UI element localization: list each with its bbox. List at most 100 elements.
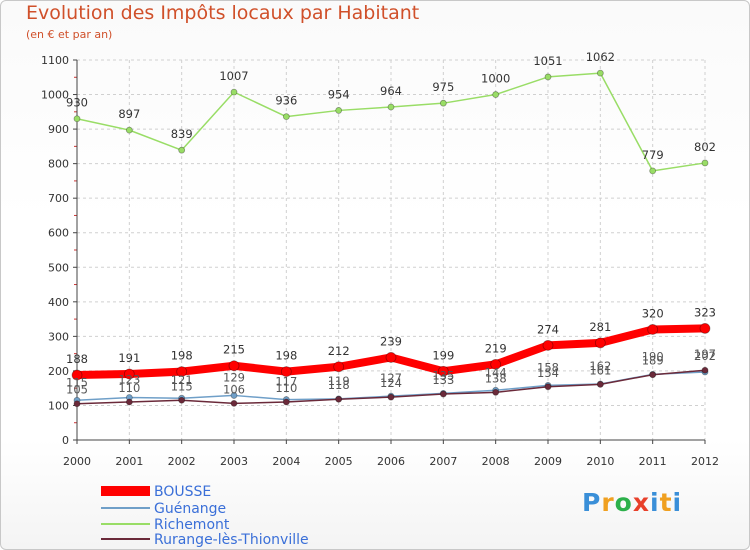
- logo-letter: i: [672, 488, 683, 517]
- data-label: 215: [223, 343, 245, 357]
- data-label: 964: [380, 84, 402, 98]
- data-label: 117: [275, 375, 297, 389]
- data-point: [333, 361, 345, 373]
- data-point: [71, 369, 83, 381]
- x-tick-label: 2003: [220, 455, 248, 468]
- data-label: 198: [275, 349, 297, 363]
- y-tick-label: 400: [48, 296, 69, 309]
- data-point: [649, 167, 657, 175]
- data-label: 274: [537, 322, 559, 336]
- data-label: 1007: [219, 69, 248, 83]
- logo-letter: i: [650, 488, 660, 517]
- data-label: 144: [485, 365, 507, 379]
- x-tick-label: 2005: [325, 455, 353, 468]
- data-point: [230, 392, 238, 399]
- data-label: 158: [537, 360, 559, 374]
- legend-label: Guénange: [154, 501, 226, 517]
- data-label: 202: [694, 349, 716, 363]
- data-label: 161: [589, 363, 611, 377]
- data-point: [280, 366, 292, 378]
- legend-label: Rurange-lès-Thionville: [154, 532, 309, 548]
- data-label: 110: [118, 381, 140, 395]
- data-point: [439, 390, 447, 398]
- data-label: 975: [432, 80, 454, 94]
- data-label: 1051: [533, 54, 562, 68]
- x-tick-label: 2011: [639, 455, 667, 468]
- y-tick-label: 300: [48, 330, 69, 343]
- data-label: 129: [223, 370, 245, 384]
- data-label: 323: [694, 305, 716, 319]
- data-label: 115: [171, 379, 193, 393]
- data-label: 115: [66, 375, 88, 389]
- data-label: 189: [642, 354, 664, 368]
- data-point: [230, 88, 238, 96]
- series-group: [71, 69, 711, 408]
- legend-label: BOUSSE: [154, 484, 211, 500]
- data-label: 897: [118, 107, 140, 121]
- data-label: 930: [66, 96, 88, 110]
- data-label: 119: [328, 374, 350, 388]
- y-tick-label: 800: [48, 158, 69, 171]
- x-tick-label: 2000: [63, 455, 91, 468]
- data-point: [178, 396, 186, 404]
- legend: BOUSSEGuénangeRichemontRurange-lès-Thion…: [101, 484, 309, 548]
- grid-lines: [76, 59, 706, 441]
- y-tick-label: 0: [62, 434, 69, 447]
- y-tick-label: 200: [48, 365, 69, 378]
- data-point: [594, 337, 606, 349]
- data-label: 138: [485, 371, 507, 385]
- data-label: 105: [66, 383, 88, 397]
- data-point: [282, 398, 290, 406]
- y-tick-label: 1100: [41, 54, 69, 67]
- data-label: 839: [171, 127, 193, 141]
- data-label: 106: [223, 382, 245, 396]
- data-label: 1000: [481, 72, 510, 86]
- data-label: 124: [380, 376, 402, 390]
- data-point: [544, 383, 552, 391]
- data-point: [492, 388, 500, 396]
- data-label: 197: [694, 347, 716, 361]
- data-label: 198: [171, 349, 193, 363]
- data-point: [228, 360, 240, 372]
- data-point: [542, 339, 554, 351]
- data-label: 162: [589, 359, 611, 373]
- data-point: [176, 366, 188, 378]
- y-tick-label: 1000: [41, 89, 69, 102]
- x-tick-label: 2010: [586, 455, 614, 468]
- data-label: 281: [589, 320, 611, 334]
- data-point: [73, 115, 81, 123]
- data-label: 110: [275, 381, 297, 395]
- data-label: 239: [380, 334, 402, 348]
- data-point: [701, 159, 709, 167]
- y-tick-label: 600: [48, 227, 69, 240]
- data-label: 212: [328, 344, 350, 358]
- data-point: [699, 323, 711, 334]
- data-point: [647, 324, 659, 335]
- data-point: [437, 365, 449, 377]
- data-point: [335, 395, 343, 403]
- data-label: 199: [432, 348, 454, 362]
- y-tick-label: 900: [48, 123, 69, 136]
- logo-letter: x: [632, 488, 650, 517]
- data-label: 135: [432, 368, 454, 382]
- data-label: 188: [66, 352, 88, 366]
- x-tick-label: 2012: [691, 455, 719, 468]
- data-point: [73, 400, 81, 408]
- x-tick-label: 2004: [272, 455, 300, 468]
- data-label: 779: [642, 148, 664, 162]
- chart-title: Evolution des Impôts locaux par Habitant: [26, 2, 420, 24]
- data-point: [230, 399, 238, 407]
- logo-letter: r: [601, 488, 615, 517]
- data-label: 320: [642, 306, 664, 320]
- data-point: [282, 113, 290, 121]
- data-point: [335, 107, 343, 114]
- data-label: 219: [485, 341, 507, 355]
- data-label: 118: [328, 378, 350, 392]
- axes: 0 100 200 300 400 500 600 700 800 900 1000 1100 2000…: [41, 54, 719, 468]
- x-tick-label: 2002: [168, 455, 196, 468]
- data-point: [490, 358, 502, 370]
- data-label: 1062: [586, 50, 615, 64]
- legend-label: Richemont: [154, 517, 230, 533]
- x-tick-label: 2006: [377, 455, 405, 468]
